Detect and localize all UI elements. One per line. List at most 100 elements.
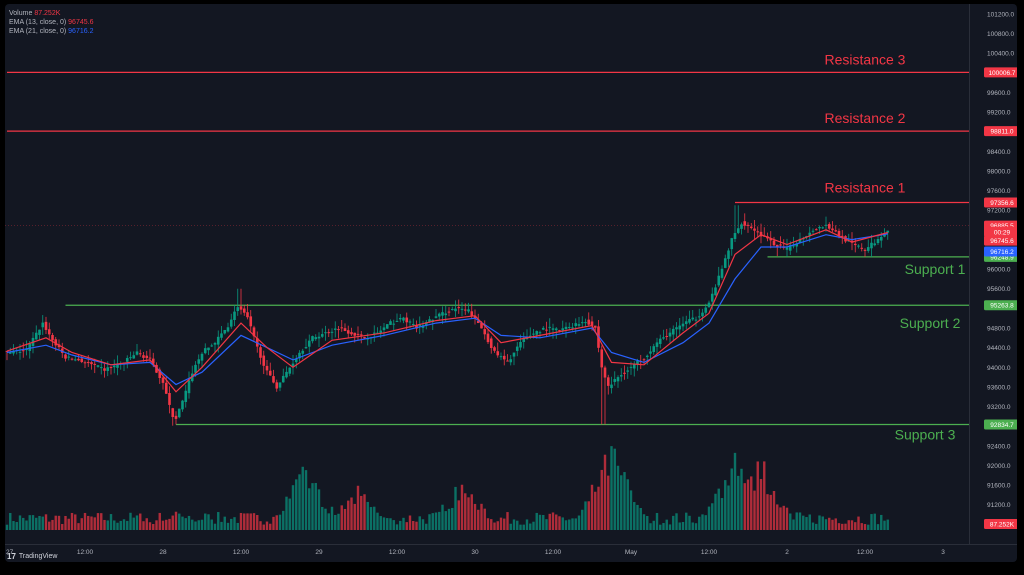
candle-body [187, 380, 191, 394]
volume-bar [555, 514, 558, 530]
level-label: Resistance 3 [825, 51, 906, 67]
volume-bar [337, 513, 340, 530]
y-tick-label: 92400.0 [987, 443, 1011, 450]
volume-bar [558, 516, 561, 530]
candle-body [376, 332, 379, 334]
level-price-badge [984, 67, 1017, 78]
candle-body [60, 348, 64, 353]
candle-body [616, 377, 620, 382]
volume-bar [343, 508, 347, 530]
candle-body [502, 355, 506, 360]
x-tick-label: 3 [941, 549, 945, 556]
volume-bar [382, 517, 386, 530]
volume-bar [51, 519, 54, 530]
volume-bar [789, 513, 792, 530]
candle-body [515, 346, 519, 351]
y-tick-label: 93600.0 [987, 384, 1011, 391]
volume-bar [145, 518, 148, 530]
y-tick-label: 94400.0 [987, 345, 1011, 352]
volume-bar [717, 488, 720, 530]
candle-body [483, 329, 487, 335]
volume-bar [883, 520, 886, 530]
candle-body [51, 335, 54, 341]
candle-body [506, 360, 509, 362]
candle-body [38, 329, 41, 335]
price-chart[interactable]: 101200.0 100800.0 100400.0 99600.0 99200.0 98… [5, 4, 1017, 562]
volume-bar [142, 521, 145, 530]
candle-body [636, 360, 639, 365]
candle-body [268, 370, 272, 376]
legend-volume[interactable]: Volume 87.252K [9, 9, 93, 18]
candle-body [694, 319, 698, 321]
candle-body [298, 352, 301, 359]
candle-body [96, 365, 100, 367]
candle-body [125, 358, 129, 362]
candle-body [216, 336, 220, 345]
volume-bar [529, 523, 532, 530]
candle-body [476, 320, 480, 324]
volume-bar [467, 497, 470, 530]
candle-body [697, 316, 701, 318]
y-tick-label: 95600.0 [987, 286, 1011, 293]
candle-body [392, 323, 396, 325]
candle-body [233, 311, 236, 320]
candle-body [242, 308, 246, 313]
legend-ema13-value: 96745.6 [68, 19, 94, 26]
volume-bar [730, 468, 733, 530]
candle-body [792, 245, 795, 247]
tradingview-logo[interactable]: 17 TradingView [7, 552, 57, 561]
volume-bar [707, 506, 711, 530]
chart-pane[interactable]: 101200.0 100800.0 100400.0 99600.0 99200.0 98… [5, 4, 1017, 562]
volume-bar [314, 482, 317, 530]
volume-bar [282, 510, 285, 530]
candle-body [671, 328, 675, 335]
volume-bar [25, 520, 28, 530]
candle-body [519, 342, 522, 348]
candle-body [428, 319, 431, 323]
volume-bar [724, 480, 727, 530]
candle-body [363, 337, 366, 339]
volume-bar [83, 512, 87, 530]
volume-bar [613, 448, 616, 530]
volume-bar [213, 523, 217, 530]
volume-bar [698, 516, 701, 530]
volume-bar [434, 512, 438, 530]
volume-bar [551, 512, 555, 530]
volume-bar [568, 519, 571, 530]
volume-bar [623, 472, 626, 530]
candle-body [291, 363, 295, 367]
candle-body [447, 311, 451, 313]
candle-body [34, 332, 38, 340]
volume-bar [444, 511, 447, 530]
candle-body [619, 375, 623, 377]
volume-bar [366, 501, 369, 530]
candle-body [681, 323, 685, 327]
candle-body [197, 359, 201, 364]
volume-bar [499, 517, 503, 530]
candle-body [174, 415, 178, 419]
legend-ema13[interactable]: EMA (13, close, 0) 96745.6 [9, 18, 93, 27]
candle-body [545, 329, 548, 331]
candle-body [821, 227, 825, 229]
level-label: Support 3 [895, 426, 956, 442]
ema13-line [6, 229, 888, 393]
volume-bar [727, 485, 730, 530]
candle-body [564, 326, 568, 330]
volume-bar [756, 461, 759, 530]
candle-body [418, 324, 422, 327]
candle-body [561, 328, 565, 331]
candle-body [876, 239, 880, 244]
price-badge-label: 00:29 [994, 229, 1011, 236]
candle-body [116, 364, 119, 368]
y-tick-label: 96000.0 [987, 267, 1011, 274]
legend-ema21[interactable]: EMA (21, close, 0) 96716.2 [9, 27, 93, 36]
level-price-badge [984, 197, 1017, 208]
candle-body [480, 322, 483, 329]
volume-bar [168, 518, 171, 530]
volume-bar [850, 520, 854, 530]
volume-bar [48, 521, 51, 530]
volume-bar [15, 522, 18, 530]
candle-body [47, 329, 51, 335]
volume-bar [486, 518, 490, 530]
candle-body [226, 327, 230, 332]
